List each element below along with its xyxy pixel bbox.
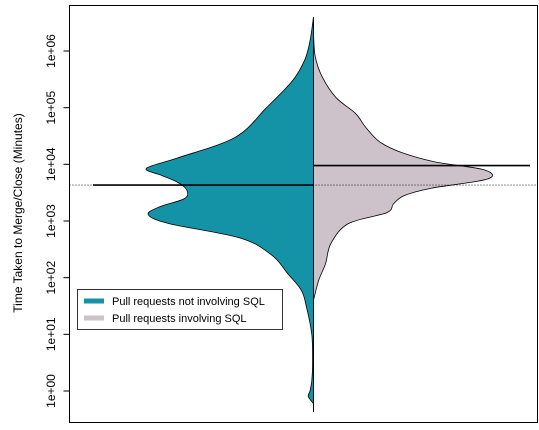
- legend-label-not-sql: Pull requests not involving SQL: [112, 296, 265, 308]
- y-tick-label: 1e+00: [44, 374, 58, 408]
- y-tick-label: 1e+02: [44, 261, 58, 295]
- violin-half-not-sql: [145, 16, 314, 405]
- legend-box: [77, 289, 283, 330]
- violin-bodies: [145, 16, 493, 412]
- y-tick-label: 1e+04: [44, 147, 58, 181]
- y-tick-label: 1e+05: [44, 91, 58, 125]
- legend-label-sql: Pull requests involving SQL: [112, 313, 247, 325]
- violin-half-sql: [313, 33, 493, 301]
- y-tick-label: 1e+06: [44, 34, 58, 68]
- y-axis-label: Time Taken to Merge/Close (Minutes): [11, 113, 25, 312]
- legend: Pull requests not involving SQL Pull req…: [77, 289, 283, 330]
- y-tick-label: 1e+03: [44, 204, 58, 238]
- y-tick-label: 1e+01: [44, 317, 58, 351]
- y-axis-ticks: 1e+00 1e+01 1e+02 1e+03 1e+04 1e+05 1e+06: [44, 34, 70, 408]
